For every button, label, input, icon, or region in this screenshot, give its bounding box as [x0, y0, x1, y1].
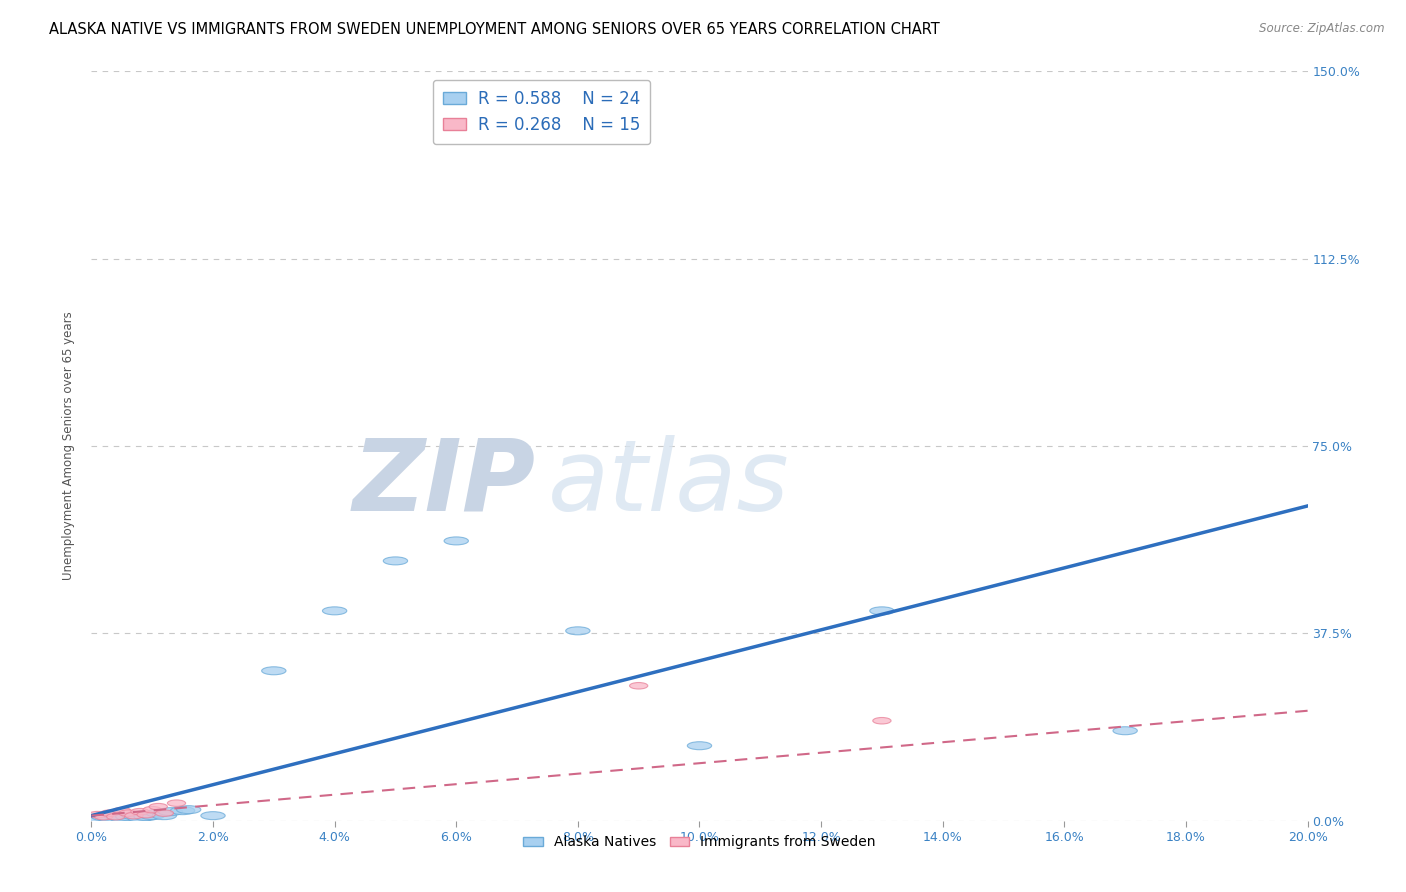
Ellipse shape	[384, 557, 408, 565]
Ellipse shape	[870, 607, 894, 615]
Text: Source: ZipAtlas.com: Source: ZipAtlas.com	[1260, 22, 1385, 36]
Ellipse shape	[201, 812, 225, 820]
Ellipse shape	[143, 806, 162, 813]
Ellipse shape	[134, 813, 159, 821]
Y-axis label: Unemployment Among Seniors over 65 years: Unemployment Among Seniors over 65 years	[62, 311, 76, 581]
Ellipse shape	[91, 813, 115, 821]
Ellipse shape	[89, 812, 107, 818]
Ellipse shape	[873, 717, 891, 724]
Ellipse shape	[159, 807, 183, 815]
Ellipse shape	[115, 813, 141, 821]
Ellipse shape	[118, 810, 136, 816]
Ellipse shape	[112, 807, 131, 814]
Ellipse shape	[110, 814, 134, 822]
Ellipse shape	[177, 805, 201, 814]
Ellipse shape	[170, 806, 195, 814]
Ellipse shape	[1114, 727, 1137, 735]
Ellipse shape	[131, 808, 149, 815]
Ellipse shape	[444, 537, 468, 545]
Legend: Alaska Natives, Immigrants from Sweden: Alaska Natives, Immigrants from Sweden	[517, 830, 882, 855]
Ellipse shape	[262, 667, 285, 674]
Text: ZIP: ZIP	[353, 435, 536, 532]
Ellipse shape	[155, 810, 173, 816]
Ellipse shape	[152, 812, 177, 820]
Ellipse shape	[565, 627, 591, 635]
Ellipse shape	[94, 814, 112, 820]
Ellipse shape	[688, 742, 711, 749]
Ellipse shape	[107, 814, 125, 820]
Ellipse shape	[149, 804, 167, 810]
Ellipse shape	[136, 812, 155, 818]
Ellipse shape	[97, 814, 122, 822]
Ellipse shape	[128, 814, 152, 822]
Ellipse shape	[322, 607, 347, 615]
Ellipse shape	[104, 812, 128, 820]
Ellipse shape	[630, 682, 648, 689]
Text: ALASKA NATIVE VS IMMIGRANTS FROM SWEDEN UNEMPLOYMENT AMONG SENIORS OVER 65 YEARS: ALASKA NATIVE VS IMMIGRANTS FROM SWEDEN …	[49, 22, 941, 37]
Ellipse shape	[167, 800, 186, 806]
Ellipse shape	[122, 812, 146, 820]
Ellipse shape	[100, 810, 118, 816]
Ellipse shape	[86, 814, 110, 822]
Text: atlas: atlas	[547, 435, 789, 532]
Ellipse shape	[141, 812, 165, 820]
Ellipse shape	[146, 809, 170, 817]
Ellipse shape	[125, 813, 143, 819]
